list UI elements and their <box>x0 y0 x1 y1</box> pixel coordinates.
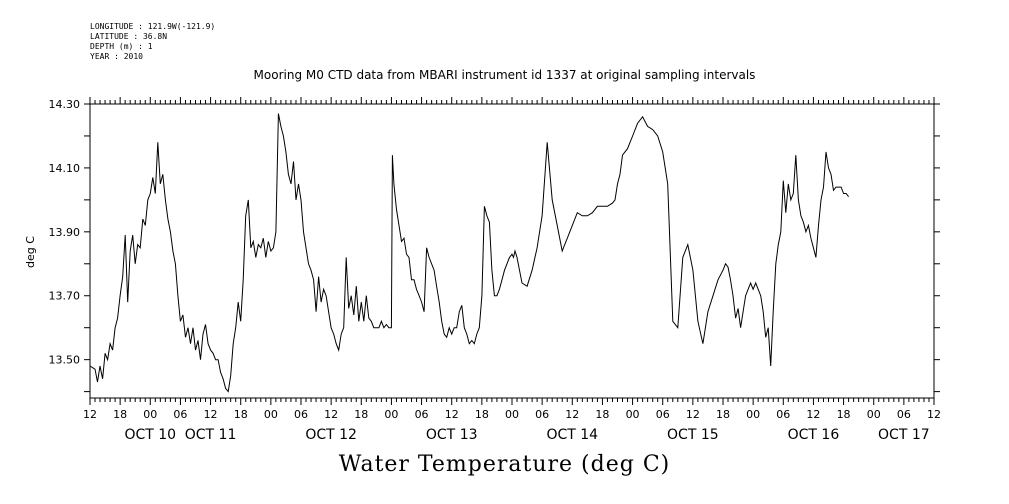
day-label: OCT 12 <box>305 427 357 443</box>
y-tick-label: 14.10 <box>49 162 81 175</box>
x-tick-label: 06 <box>415 408 429 421</box>
x-tick-label: 06 <box>776 408 790 421</box>
x-tick-label: 06 <box>897 408 911 421</box>
x-tick-label: 06 <box>656 408 670 421</box>
day-label: OCT 15 <box>667 427 719 443</box>
depth-label: DEPTH (m) : 1 <box>90 42 153 51</box>
year-label: YEAR : 2010 <box>90 52 143 61</box>
x-tick-label: 00 <box>143 408 157 421</box>
axis-ticks <box>84 97 940 405</box>
x-tick-label: 00 <box>384 408 398 421</box>
x-tick-label: 00 <box>746 408 760 421</box>
y-tick-labels: 13.50 13.70 13.90 14.10 14.30 <box>49 98 81 367</box>
x-tick-label: 06 <box>173 408 187 421</box>
day-label: OCT 11 <box>185 427 237 443</box>
day-label: OCT 13 <box>426 427 478 443</box>
x-tick-label: 18 <box>716 408 730 421</box>
x-tick-label: 18 <box>234 408 248 421</box>
x-tick-label: 12 <box>83 408 97 421</box>
y-axis-label: deg C <box>24 236 37 268</box>
x-tick-label: 00 <box>626 408 640 421</box>
day-label: OCT 10 <box>124 427 176 443</box>
x-tick-label: 12 <box>686 408 700 421</box>
x-tick-label: 00 <box>264 408 278 421</box>
x-tick-label: 18 <box>595 408 609 421</box>
x-tick-label: 12 <box>204 408 218 421</box>
metadata-block: LONGITUDE : 121.9W(-121.9) LATITUDE : 36… <box>90 22 215 62</box>
x-tick-label: 18 <box>475 408 489 421</box>
x-tick-label: 12 <box>806 408 820 421</box>
y-tick-label: 13.90 <box>49 226 81 239</box>
x-tick-label: 00 <box>867 408 881 421</box>
chart-title: Mooring M0 CTD data from MBARI instrumen… <box>253 68 756 82</box>
temperature-series-line <box>89 113 849 393</box>
longitude-label: LONGITUDE : 121.9W(-121.9) <box>90 22 216 31</box>
x-tick-labels: 12 18 00 06 12 18 00 06 12 18 00 06 12 18 00 06 12 18 00 06… <box>83 408 941 421</box>
day-labels: OCT 10 OCT 11 OCT 12 OCT 13 OCT 14 OCT 15 OCT … <box>124 427 929 443</box>
plot-frame <box>89 103 935 399</box>
x-tick-label: 12 <box>565 408 579 421</box>
y-tick-label: 14.30 <box>49 98 81 111</box>
latitude-label: LATITUDE : 36.8N <box>90 32 168 41</box>
series-group <box>89 113 849 393</box>
x-tick-label: 12 <box>324 408 338 421</box>
x-tick-label: 06 <box>535 408 549 421</box>
y-tick-label: 13.50 <box>49 354 81 367</box>
day-label: OCT 17 <box>878 427 930 443</box>
x-tick-label: 00 <box>505 408 519 421</box>
day-label: OCT 14 <box>546 427 598 443</box>
x-tick-label: 06 <box>294 408 308 421</box>
x-tick-label: 18 <box>113 408 127 421</box>
x-tick-label: 18 <box>837 408 851 421</box>
y-tick-label: 13.70 <box>49 290 81 303</box>
x-tick-label: 18 <box>354 408 368 421</box>
x-tick-label: 12 <box>445 408 459 421</box>
bottom-title: Water Temperature (deg C) <box>338 452 671 477</box>
day-label: OCT 16 <box>788 427 840 443</box>
x-tick-label: 12 <box>927 408 941 421</box>
